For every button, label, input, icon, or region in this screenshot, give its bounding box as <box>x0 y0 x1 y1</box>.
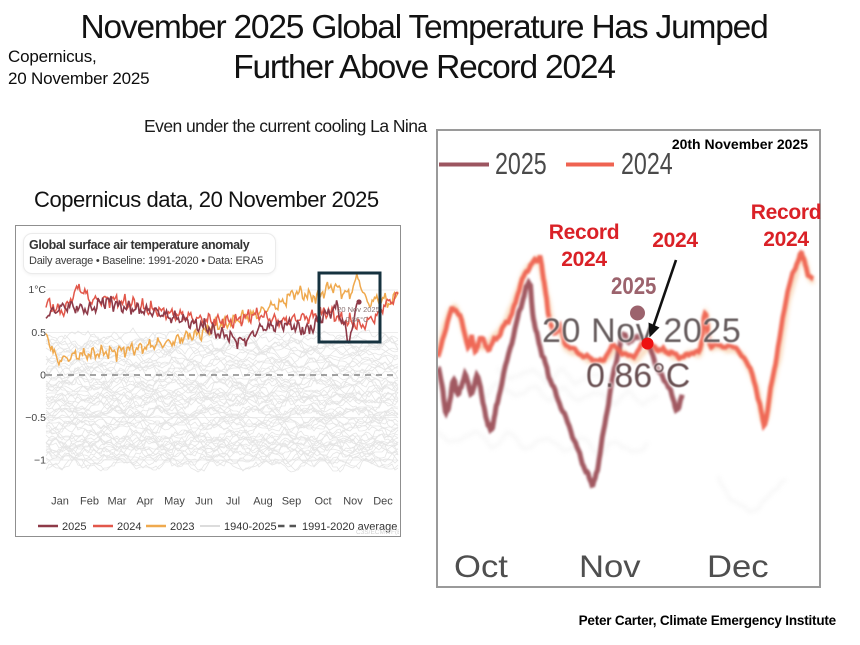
svg-text:2024: 2024 <box>117 521 141 533</box>
svg-text:Jun: Jun <box>195 496 213 508</box>
svg-text:Mar: Mar <box>108 496 127 508</box>
svg-text:−1: −1 <box>34 455 46 467</box>
svg-text:2025: 2025 <box>62 521 86 533</box>
svg-text:2023: 2023 <box>170 521 194 533</box>
svg-text:Oct: Oct <box>314 496 331 508</box>
svg-text:May: May <box>164 496 185 508</box>
svg-text:Dec: Dec <box>373 496 393 508</box>
svg-text:1940-2025: 1940-2025 <box>224 521 277 533</box>
svg-text:C3S/ECMWF(ERA5): C3S/ECMWF(ERA5) <box>356 529 399 535</box>
svg-text:1°C: 1°C <box>28 284 46 296</box>
svg-text:Sep: Sep <box>282 496 302 508</box>
svg-text:Nov: Nov <box>343 496 363 508</box>
svg-text:0: 0 <box>40 370 46 382</box>
svg-text:Jul: Jul <box>226 496 240 508</box>
svg-text:0.5: 0.5 <box>31 327 46 339</box>
svg-text:1991-2020 average: 1991-2020 average <box>302 521 397 533</box>
svg-text:Jan: Jan <box>51 496 69 508</box>
svg-text:0.86°C: 0.86°C <box>345 315 369 324</box>
svg-text:−0.5: −0.5 <box>25 412 46 424</box>
svg-text:Apr: Apr <box>136 496 153 508</box>
svg-text:20 Nov 2025: 20 Nov 2025 <box>337 305 380 314</box>
svg-text:Feb: Feb <box>80 496 99 508</box>
svg-text:Aug: Aug <box>253 496 273 508</box>
